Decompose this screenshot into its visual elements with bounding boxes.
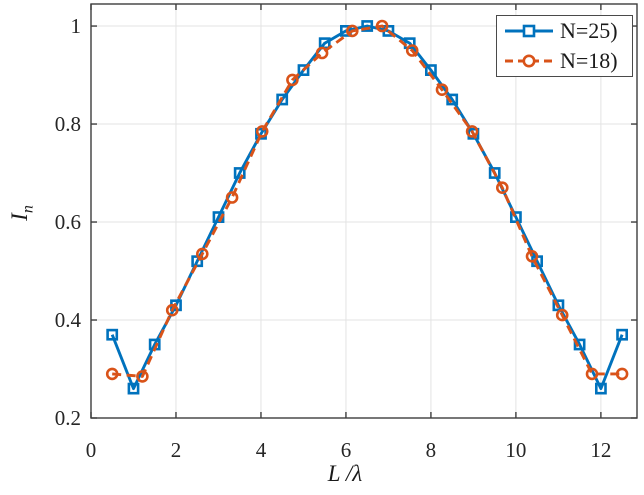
square-marker-icon (552, 299, 565, 312)
axes-box (90, 3, 638, 419)
y-axis-label-main: I (7, 213, 32, 221)
square-marker-icon (616, 328, 628, 341)
x-tick-label: 0 (86, 438, 97, 462)
circle-marker-icon (465, 125, 479, 138)
circle-marker-icon (165, 303, 179, 317)
legend-circle-marker-icon (522, 54, 536, 68)
square-marker-icon (276, 93, 289, 106)
y-axis-label: In (7, 195, 37, 231)
y-tick-labels: 0.2 0.4 0.6 0.8 1 (55, 14, 82, 430)
x-tick-label: 4 (256, 438, 267, 462)
data-series (105, 19, 629, 395)
circle-marker-icon (345, 24, 359, 38)
circle-marker-icon (225, 191, 239, 204)
legend-label-n25: N=25) (560, 18, 618, 44)
square-marker-icon (297, 64, 310, 76)
circle-marker-icon (405, 44, 419, 57)
square-marker-icon (573, 338, 586, 351)
legend-sample-n25 (505, 25, 553, 38)
square-marker-icon (594, 382, 607, 395)
plot-border (90, 3, 638, 419)
circle-marker-icon (555, 308, 569, 322)
y-tick-label: 0.2 (55, 406, 81, 430)
circle-marker-icon (105, 367, 119, 381)
circle-marker-icon (585, 367, 599, 381)
circle-marker-icon (615, 367, 629, 381)
circle-marker-icon (525, 249, 539, 263)
circle-marker-icon (435, 83, 449, 96)
x-tick-label: 6 (341, 438, 352, 462)
legend-square-marker-icon (522, 25, 536, 38)
circle-marker-icon (255, 125, 269, 138)
x-tick-label: 12 (590, 438, 611, 462)
x-tick-label: 8 (426, 438, 437, 462)
square-marker-icon (488, 167, 501, 179)
series-line (112, 24, 623, 378)
series-line (110, 24, 624, 391)
circle-marker-icon (315, 46, 329, 60)
y-axis-label-subscript: n (19, 205, 37, 214)
legend-sample-n18 (505, 54, 553, 68)
y-tick-label: 0.6 (55, 210, 81, 234)
legend: N=25) N=18) (496, 15, 633, 77)
circle-marker-icon (286, 73, 299, 87)
legend-item-n25: N=25) (497, 17, 632, 45)
axis-ticks (90, 4, 637, 419)
circle-marker-icon (375, 19, 389, 33)
y-tick-label: 0.4 (55, 308, 82, 332)
square-marker-icon (127, 382, 140, 395)
square-marker-icon (361, 20, 374, 32)
square-marker-icon (106, 328, 119, 341)
circle-marker-icon (495, 181, 509, 194)
legend-item-n18: N=18) (497, 47, 632, 75)
series-n25 (106, 20, 628, 395)
legend-label-n18: N=18) (560, 47, 618, 73)
circle-marker-icon (196, 247, 209, 261)
series-n18 (105, 19, 629, 383)
y-tick-label: 1 (71, 14, 82, 38)
circle-marker-icon (136, 370, 149, 383)
x-tick-labels: 0 2 4 6 8 10 12 (86, 438, 612, 462)
x-axis-label: L /λ (327, 461, 363, 486)
x-tick-label: 2 (171, 438, 182, 462)
y-tick-label: 0.8 (55, 112, 81, 136)
x-tick-label: 10 (505, 438, 526, 462)
